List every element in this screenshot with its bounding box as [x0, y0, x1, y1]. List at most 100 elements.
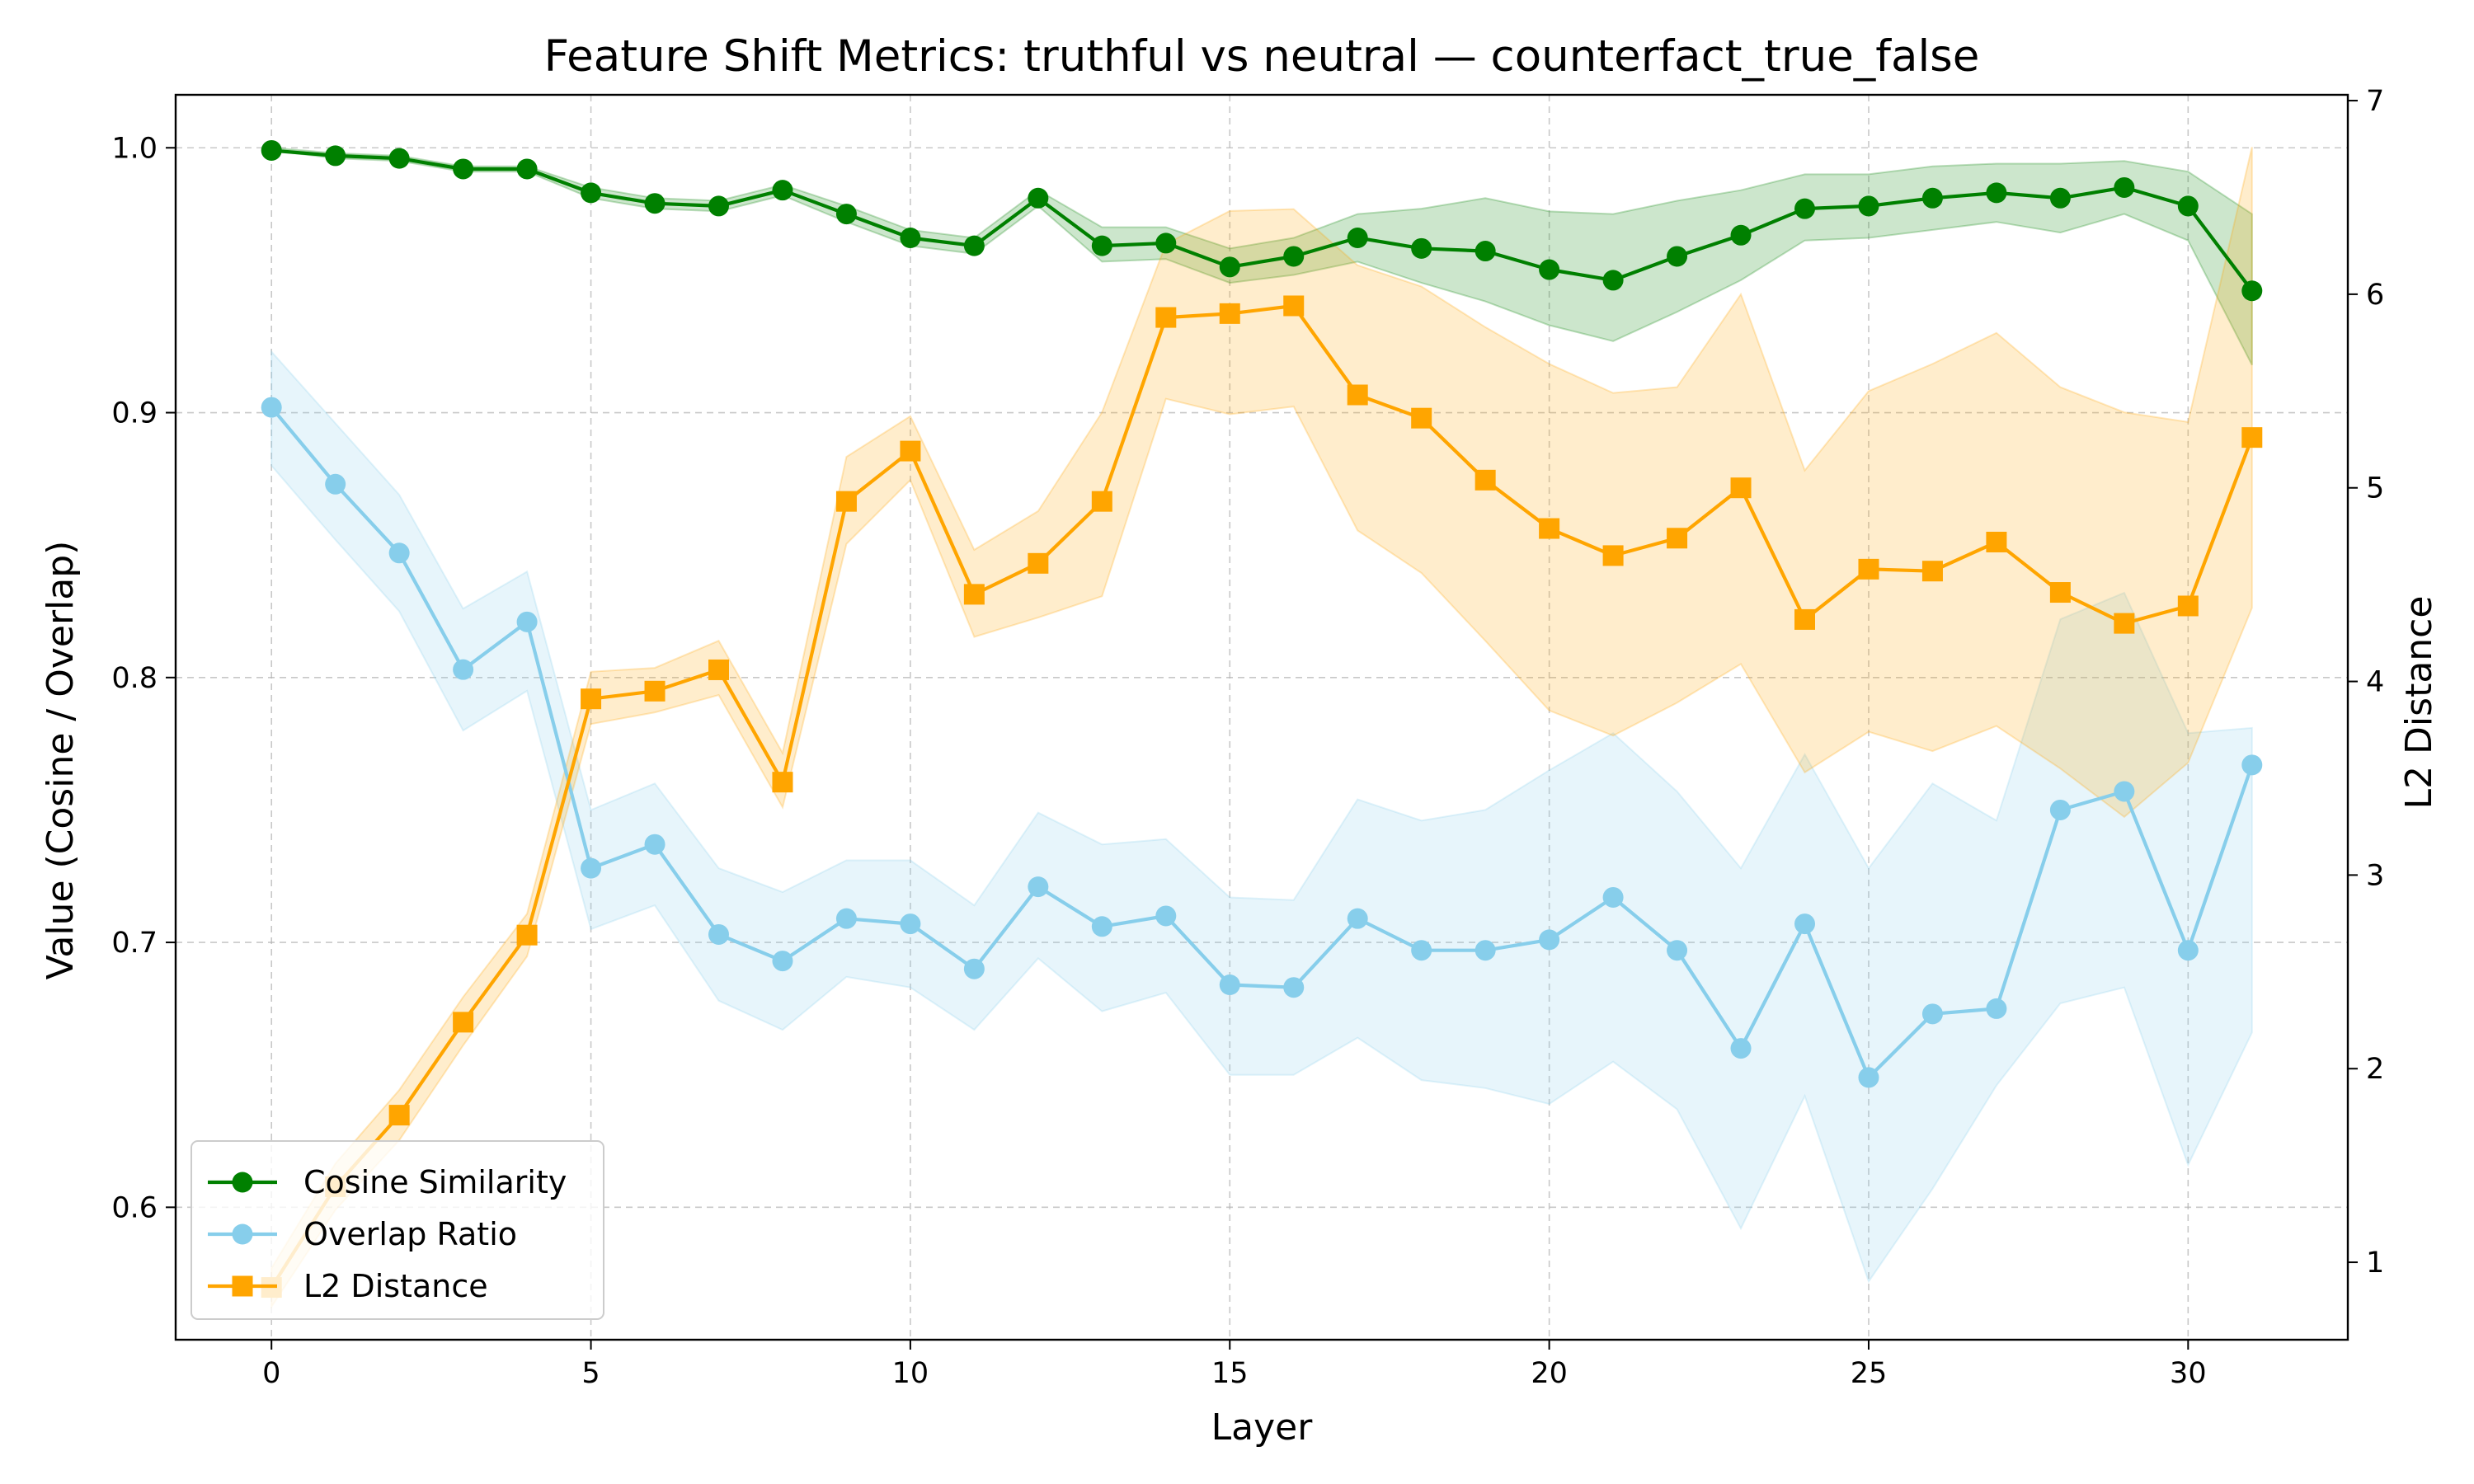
data-point-overlap-ratio: [708, 923, 729, 945]
data-point-overlap-ratio: [453, 659, 474, 680]
data-point-l2-distance: [2114, 613, 2135, 634]
legend-label-overlap-ratio: Overlap Ratio: [303, 1216, 517, 1252]
data-point-overlap-ratio: [2049, 799, 2071, 820]
data-point-l2-distance: [1730, 477, 1752, 499]
data-point-overlap-ratio: [1986, 998, 2007, 1019]
data-point-l2-distance: [644, 680, 666, 702]
data-point-l2-distance: [2049, 582, 2071, 603]
legend: Cosine Similarity Overlap Ratio L2 Distanc…: [190, 1140, 604, 1320]
data-point-l2-distance: [1794, 608, 1815, 630]
data-point-cosine-similarity: [516, 158, 538, 180]
data-point-cosine-similarity: [1475, 241, 1496, 262]
axes: 0 5 10 15 20 25 30 0.6 0.7 0.8 0.9 1.0 1 2 3 4 5 6 7: [111, 85, 2384, 1390]
data-point-l2-distance: [581, 688, 602, 710]
data-point-overlap-ratio: [900, 913, 921, 935]
legend-marker-l2-distance: [232, 1275, 253, 1297]
data-point-l2-distance: [1986, 531, 2007, 552]
series-line-cosine-similarity: [271, 148, 2254, 292]
data-point-cosine-similarity: [581, 182, 602, 204]
y-right-tick-label: 6: [2366, 279, 2384, 312]
data-point-cosine-similarity: [1602, 270, 1624, 291]
data-point-overlap-ratio: [835, 908, 857, 929]
data-point-l2-distance: [1091, 491, 1112, 512]
legend-label-l2-distance: L2 Distance: [303, 1268, 488, 1304]
data-point-cosine-similarity: [1858, 195, 1879, 217]
data-point-cosine-similarity: [2241, 280, 2263, 302]
data-point-cosine-similarity: [1347, 227, 1368, 248]
data-point-overlap-ratio: [772, 951, 793, 972]
y-left-tick-label: 1.0: [111, 132, 158, 165]
x-tick-label: 5: [581, 1357, 600, 1390]
data-point-overlap-ratio: [963, 958, 985, 979]
data-point-l2-distance: [1347, 384, 1368, 406]
data-point-cosine-similarity: [261, 139, 282, 161]
x-tick-label: 20: [1531, 1357, 1568, 1390]
data-point-cosine-similarity: [900, 227, 921, 248]
data-point-overlap-ratio: [1539, 929, 1560, 951]
y-left-tick-label: 0.8: [111, 662, 158, 695]
data-point-l2-distance: [708, 659, 729, 680]
data-point-cosine-similarity: [1411, 237, 1432, 259]
data-point-l2-distance: [1155, 307, 1177, 328]
data-point-cosine-similarity: [1028, 187, 1049, 209]
data-point-cosine-similarity: [453, 158, 474, 180]
data-point-overlap-ratio: [1283, 977, 1305, 998]
y-axis-left-title: Value (Cosine / Overlap): [40, 541, 82, 980]
y-right-tick-label: 1: [2366, 1247, 2384, 1280]
x-tick-label: 15: [1211, 1357, 1249, 1390]
data-point-overlap-ratio: [1155, 905, 1177, 927]
data-point-overlap-ratio: [1667, 940, 1688, 961]
y-left-tick-label: 0.9: [111, 397, 158, 430]
data-point-cosine-similarity: [708, 195, 729, 217]
y-right-tick-label: 4: [2366, 666, 2384, 699]
data-point-overlap-ratio: [1091, 916, 1112, 937]
y-axis-right-title: L2 Distance: [2398, 596, 2440, 810]
legend-label-cosine-similarity: Cosine Similarity: [303, 1164, 567, 1200]
data-point-l2-distance: [900, 440, 921, 462]
data-point-l2-distance: [1219, 303, 1240, 324]
data-point-l2-distance: [1667, 528, 1688, 549]
data-point-l2-distance: [1602, 545, 1624, 566]
data-point-overlap-ratio: [261, 397, 282, 418]
data-point-cosine-similarity: [388, 148, 410, 169]
data-point-cosine-similarity: [1155, 232, 1177, 254]
data-point-cosine-similarity: [2177, 195, 2199, 217]
data-point-cosine-similarity: [1539, 259, 1560, 280]
y-right-tick-label: 7: [2366, 85, 2384, 118]
data-point-l2-distance: [1475, 469, 1496, 491]
data-point-cosine-similarity: [1986, 182, 2007, 204]
data-point-overlap-ratio: [1858, 1067, 1879, 1088]
data-point-overlap-ratio: [1475, 940, 1496, 961]
series-line-overlap-ratio: [270, 406, 2254, 1080]
data-point-overlap-ratio: [581, 857, 602, 879]
data-point-cosine-similarity: [835, 204, 857, 225]
data-point-cosine-similarity: [325, 145, 346, 167]
data-point-cosine-similarity: [1219, 256, 1240, 278]
data-point-l2-distance: [2177, 595, 2199, 617]
data-point-overlap-ratio: [644, 834, 666, 855]
y-right-tick-label: 5: [2366, 472, 2384, 505]
data-point-l2-distance: [516, 924, 538, 946]
band-overlap-ratio: [270, 349, 2253, 1284]
y-left-tick-label: 0.7: [111, 927, 158, 960]
data-point-overlap-ratio: [1028, 876, 1049, 898]
x-tick-label: 30: [2170, 1357, 2207, 1390]
band-cosine-similarity: [270, 147, 2253, 366]
data-point-l2-distance: [772, 772, 793, 793]
data-point-overlap-ratio: [1730, 1038, 1752, 1059]
data-point-l2-distance: [1921, 561, 1943, 582]
chart-title: Feature Shift Metrics: truthful vs neutr…: [544, 31, 1980, 82]
data-point-cosine-similarity: [2049, 187, 2071, 209]
legend-box: [190, 1140, 604, 1320]
data-point-l2-distance: [1411, 407, 1432, 429]
data-point-cosine-similarity: [1283, 246, 1305, 267]
data-point-cosine-similarity: [1091, 235, 1112, 256]
legend-marker-cosine-similarity: [232, 1172, 253, 1193]
data-point-cosine-similarity: [1667, 246, 1688, 267]
data-point-cosine-similarity: [644, 193, 666, 214]
data-point-overlap-ratio: [1219, 974, 1240, 995]
x-tick-label: 10: [892, 1357, 929, 1390]
data-point-overlap-ratio: [325, 473, 346, 495]
plot-frame: [174, 93, 2349, 1341]
data-point-overlap-ratio: [1602, 886, 1624, 908]
